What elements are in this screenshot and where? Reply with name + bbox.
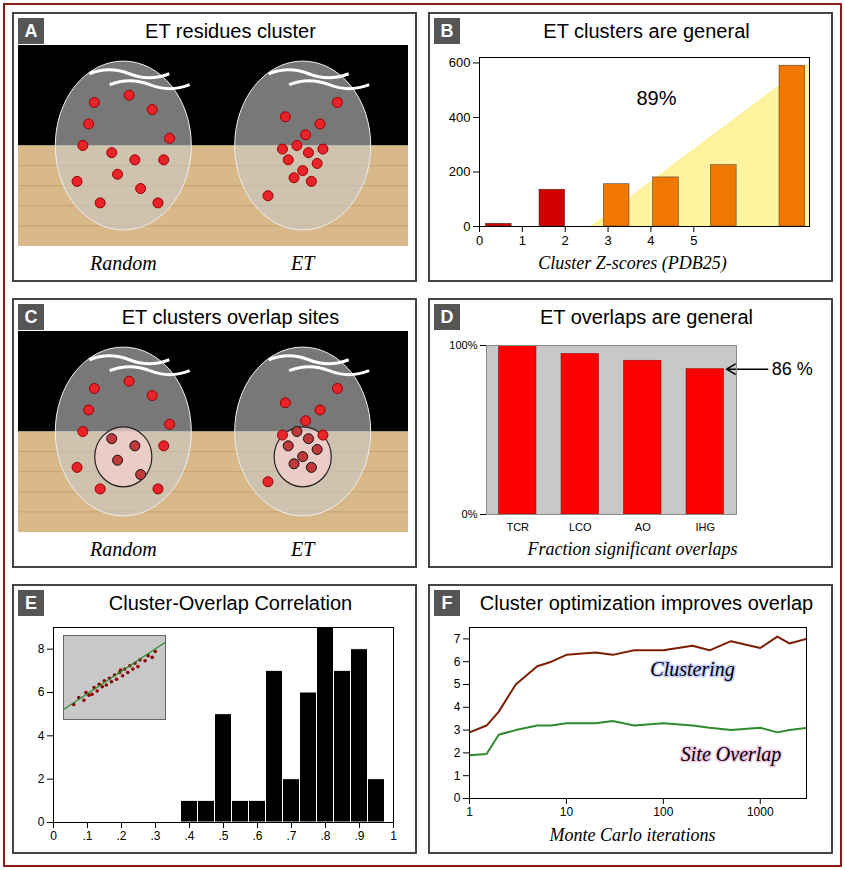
svg-text:6: 6: [454, 655, 461, 669]
html-text:ET clusters overlap sites: ET clusters overlap sites: [121, 306, 340, 328]
html-text:ET: ET: [291, 538, 315, 560]
svg-text:2: 2: [454, 746, 461, 760]
html-text:Random: Random: [90, 252, 157, 274]
svg-text:0: 0: [476, 233, 483, 248]
svg-text:1: 1: [466, 805, 473, 819]
svg-text:.8: .8: [320, 829, 330, 843]
html-text:C: C: [24, 307, 38, 327]
svg-text:2: 2: [38, 772, 45, 786]
svg-text:5: 5: [690, 233, 697, 248]
svg-text:2: 2: [562, 233, 569, 248]
svg-text:.4: .4: [184, 829, 194, 843]
svg-text:400: 400: [449, 110, 471, 125]
svg-text:1: 1: [454, 769, 461, 783]
html-text:E: E: [25, 593, 37, 613]
html-text:Random: Random: [90, 538, 157, 560]
svg-text:3: 3: [454, 723, 461, 737]
svg-text:.9: .9: [354, 829, 364, 843]
svg-text:AO: AO: [635, 521, 651, 533]
svg-text:89%: 89%: [636, 87, 676, 109]
svg-text:LCO: LCO: [569, 521, 592, 533]
html-text:ET residues cluster: ET residues cluster: [145, 20, 316, 42]
svg-text:0%: 0%: [462, 508, 478, 520]
html-text:A: A: [24, 21, 38, 41]
svg-text:IHG: IHG: [695, 521, 715, 533]
html-text:ET: ET: [291, 252, 315, 274]
svg-text:100%: 100%: [449, 339, 477, 351]
svg-text:.5: .5: [218, 829, 228, 843]
html-text:ET clusters are general: ET clusters are general: [543, 20, 750, 42]
html-text:Cluster optimization improves: Cluster optimization improves overlap: [479, 592, 814, 614]
html-text:B: B: [440, 21, 454, 41]
svg-text:0: 0: [463, 219, 470, 234]
svg-text:5: 5: [454, 677, 461, 691]
svg-text:1000: 1000: [747, 805, 774, 819]
svg-text:4: 4: [647, 233, 654, 248]
svg-text:.6: .6: [252, 829, 262, 843]
svg-text:600: 600: [449, 55, 471, 70]
svg-text:3: 3: [604, 233, 611, 248]
svg-text:86 %: 86 %: [772, 359, 813, 379]
html-text:ET overlaps are general: ET overlaps are general: [540, 306, 753, 328]
svg-text:.7: .7: [286, 829, 296, 843]
svg-text:TCR: TCR: [506, 521, 529, 533]
svg-text:7: 7: [454, 632, 461, 646]
svg-text:.3: .3: [150, 829, 160, 843]
svg-text:0: 0: [454, 791, 461, 805]
svg-text:10: 10: [560, 805, 574, 819]
svg-text:100: 100: [653, 805, 673, 819]
html-text:Fraction significant overlaps: Fraction significant overlaps: [527, 539, 738, 559]
svg-text:1: 1: [519, 233, 526, 248]
svg-text:1: 1: [390, 829, 397, 843]
svg-text:8: 8: [38, 642, 45, 656]
html-text:D: D: [440, 307, 454, 327]
svg-text:Site Overlap: Site Overlap: [681, 743, 782, 766]
svg-text:4: 4: [454, 700, 461, 714]
html-text:F: F: [441, 593, 453, 613]
svg-text:Clustering: Clustering: [650, 658, 734, 681]
html-text:Cluster-Overlap Correlation: Cluster-Overlap Correlation: [108, 592, 353, 614]
svg-text:6: 6: [38, 685, 45, 699]
html-text:Monte Carlo iterations: Monte Carlo iterations: [549, 825, 716, 845]
svg-text:0: 0: [50, 829, 57, 843]
svg-text:4: 4: [38, 729, 45, 743]
svg-text:0: 0: [38, 815, 45, 829]
svg-text:200: 200: [449, 164, 471, 179]
svg-text:.1: .1: [82, 829, 92, 843]
html-text:Cluster Z-scores (PDB25): Cluster Z-scores (PDB25): [538, 253, 727, 273]
svg-text:.2: .2: [116, 829, 126, 843]
